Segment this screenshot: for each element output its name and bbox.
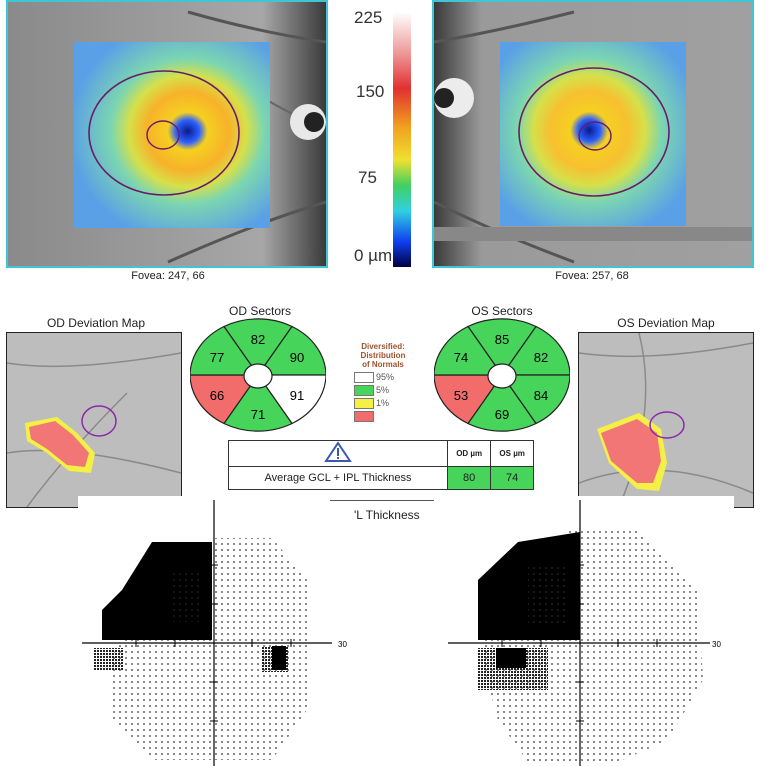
os-sectors-chart: 85 82 84 69 53 74 — [434, 318, 570, 432]
os-fovea-label: Fovea: 257, 68 — [555, 270, 629, 282]
header-od: OD µm — [446, 440, 492, 467]
od-sector-value: 91 — [290, 388, 304, 403]
legend-swatch-95 — [354, 372, 374, 383]
os-visual-field-plot: 30 — [448, 500, 721, 766]
od-sector-inferior — [223, 373, 293, 432]
od-sectors-title: OD Sectors — [228, 304, 291, 318]
os-deviation-map — [578, 332, 754, 508]
od-sector-superior — [223, 318, 293, 377]
od-sector-value: 90 — [290, 350, 304, 365]
legend-swatch-1 — [354, 398, 374, 409]
od-sector-value: 82 — [251, 332, 265, 347]
header-os: OS µm — [490, 440, 534, 467]
os-sector-value: 84 — [534, 388, 548, 403]
normals-legend-title: Diversified: Distribution of Normals — [346, 342, 420, 369]
os-sectors-title: OS Sectors — [471, 304, 533, 318]
thickness-color-scale — [393, 12, 411, 267]
legend-label-5: 5% — [376, 385, 390, 395]
os-sector-superior-temporal — [500, 325, 570, 376]
os-sector-inferior-nasal — [434, 374, 504, 425]
od-sector-value: 77 — [210, 350, 224, 365]
scale-label-225: 225 — [354, 8, 383, 27]
os-sector-value: 74 — [454, 350, 468, 365]
legend-title-line: Diversified: — [361, 342, 405, 351]
legend-title-line: Distribution — [360, 351, 406, 360]
os-sector-superior — [467, 318, 537, 377]
os-sector-inferior-temporal — [500, 374, 570, 425]
partial-divider — [330, 500, 434, 501]
od-sector-value: 66 — [210, 388, 224, 403]
od-axis-label-30: 30 — [338, 640, 347, 649]
avg-os-value: 74 — [490, 466, 534, 490]
od-fovea-label: Fovea: 247, 66 — [131, 270, 205, 282]
scale-label-75: 75 — [358, 168, 377, 187]
os-deviation-title: OS Deviation Map — [617, 316, 715, 330]
legend-swatch-5 — [354, 385, 374, 396]
os-axis-label-30: 30 — [712, 640, 721, 649]
legend-label-95: 95% — [376, 372, 395, 382]
legend-title-line: of Normals — [362, 360, 404, 369]
os-sector-value: 69 — [495, 407, 509, 422]
os-sector-superior-nasal — [434, 325, 504, 376]
legend-swatch-red — [354, 411, 374, 422]
scale-label-150: 150 — [356, 82, 385, 101]
od-sector-value: 71 — [251, 407, 265, 422]
od-sector-inferior-nasal — [256, 374, 326, 425]
avg-gcl-ipl-label: Average GCL + IPL Thickness — [228, 466, 448, 490]
partial-thickness-label: 'L Thickness — [354, 508, 420, 522]
scale-label-0: 0 µm — [354, 246, 393, 265]
od-sectors-chart: 82 90 91 71 66 77 — [190, 318, 326, 432]
os-sector-value: 85 — [495, 332, 509, 347]
od-deviation-title: OD Deviation Map — [46, 316, 146, 330]
os-sector-inferior — [467, 373, 537, 432]
od-fundus-thickness-map — [6, 0, 328, 268]
od-sector-superior-nasal — [256, 325, 326, 376]
od-deviation-map — [6, 332, 182, 508]
os-sector-value: 82 — [534, 350, 548, 365]
warning-triangle-icon — [324, 441, 352, 462]
od-visual-field-plot: 30 — [82, 500, 347, 766]
thickness-table: OD µm OS µm Average GCL + IPL Thickness … — [228, 440, 534, 490]
od-sector-inferior-temporal — [190, 374, 260, 425]
od-sector-superior-temporal — [190, 325, 260, 376]
avg-od-value: 80 — [446, 466, 492, 490]
os-sector-value: 53 — [454, 388, 468, 403]
warning-cell — [228, 440, 448, 467]
legend-label-1: 1% — [376, 398, 390, 408]
os-fundus-thickness-map — [432, 0, 754, 268]
